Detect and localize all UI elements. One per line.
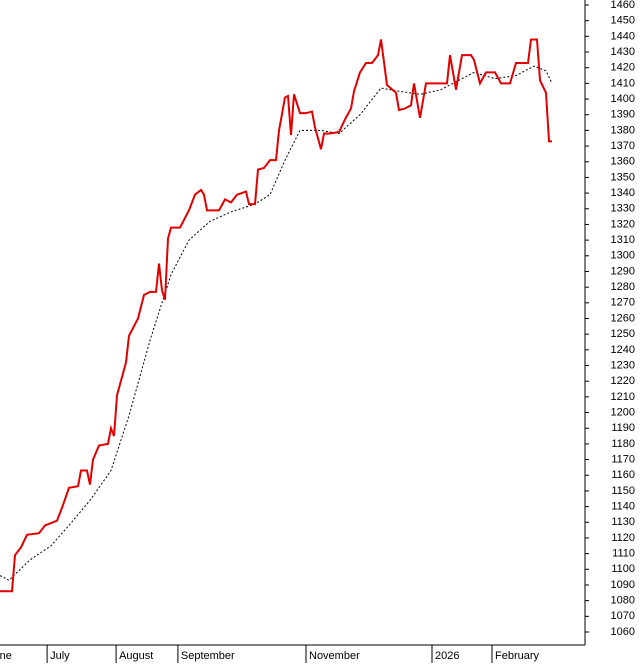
y-tick-label: 1400 <box>611 93 635 105</box>
x-tick-label: 2026 <box>435 650 459 662</box>
x-tick-label: November <box>309 650 360 662</box>
y-tick-label: 1120 <box>611 532 635 544</box>
y-tick-label: 1190 <box>611 422 635 434</box>
y-tick-label: 1240 <box>611 344 635 356</box>
y-tick-label: 1090 <box>611 579 635 591</box>
series-line <box>0 65 553 581</box>
y-tick-label: 1220 <box>611 375 635 387</box>
x-tick-label: June <box>0 650 12 662</box>
y-tick-label: 1100 <box>611 563 635 575</box>
y-tick-label: 1390 <box>611 109 635 121</box>
y-tick-label: 1330 <box>611 203 635 215</box>
y-tick-label: 1340 <box>611 187 635 199</box>
y-tick-label: 1460 <box>611 0 635 11</box>
x-tick-label: August <box>119 650 153 662</box>
y-tick-label: 1070 <box>611 610 635 622</box>
y-tick-label: 1440 <box>611 30 635 42</box>
y-tick-label: 1300 <box>611 250 635 262</box>
y-tick-label: 1170 <box>611 453 635 465</box>
y-tick-label: 1160 <box>611 469 635 481</box>
y-tick-label: 1140 <box>611 501 635 513</box>
y-tick-label: 1260 <box>611 312 635 324</box>
y-tick-label: 1270 <box>611 297 635 309</box>
y-tick-label: 1380 <box>611 124 635 136</box>
y-tick-label: 1200 <box>611 406 635 418</box>
y-tick-label: 1450 <box>611 15 635 27</box>
x-tick-label: February <box>495 650 540 662</box>
y-tick-label: 1360 <box>611 156 635 168</box>
y-tick-label: 1280 <box>611 281 635 293</box>
x-tick-label: July <box>50 650 70 662</box>
y-tick-label: 1310 <box>611 234 635 246</box>
series-line <box>0 38 552 593</box>
y-tick-label: 1430 <box>611 46 635 58</box>
y-tick-label: 1210 <box>611 391 635 403</box>
y-tick-label: 1350 <box>611 171 635 183</box>
y-tick-label: 1230 <box>611 359 635 371</box>
y-tick-label: 1370 <box>611 140 635 152</box>
y-tick-label: 1080 <box>611 595 635 607</box>
y-tick-label: 1410 <box>611 77 635 89</box>
y-tick-label: 1320 <box>611 218 635 230</box>
x-tick-label: September <box>181 650 235 662</box>
y-tick-label: 1250 <box>611 328 635 340</box>
y-tick-label: 1150 <box>611 485 635 497</box>
y-tick-label: 1420 <box>611 62 635 74</box>
y-tick-label: 1290 <box>611 265 635 277</box>
y-tick-label: 1130 <box>611 516 635 528</box>
y-tick-label: 1110 <box>612 548 635 560</box>
y-tick-label: 1180 <box>611 438 635 450</box>
y-tick-label: 1060 <box>611 626 635 638</box>
